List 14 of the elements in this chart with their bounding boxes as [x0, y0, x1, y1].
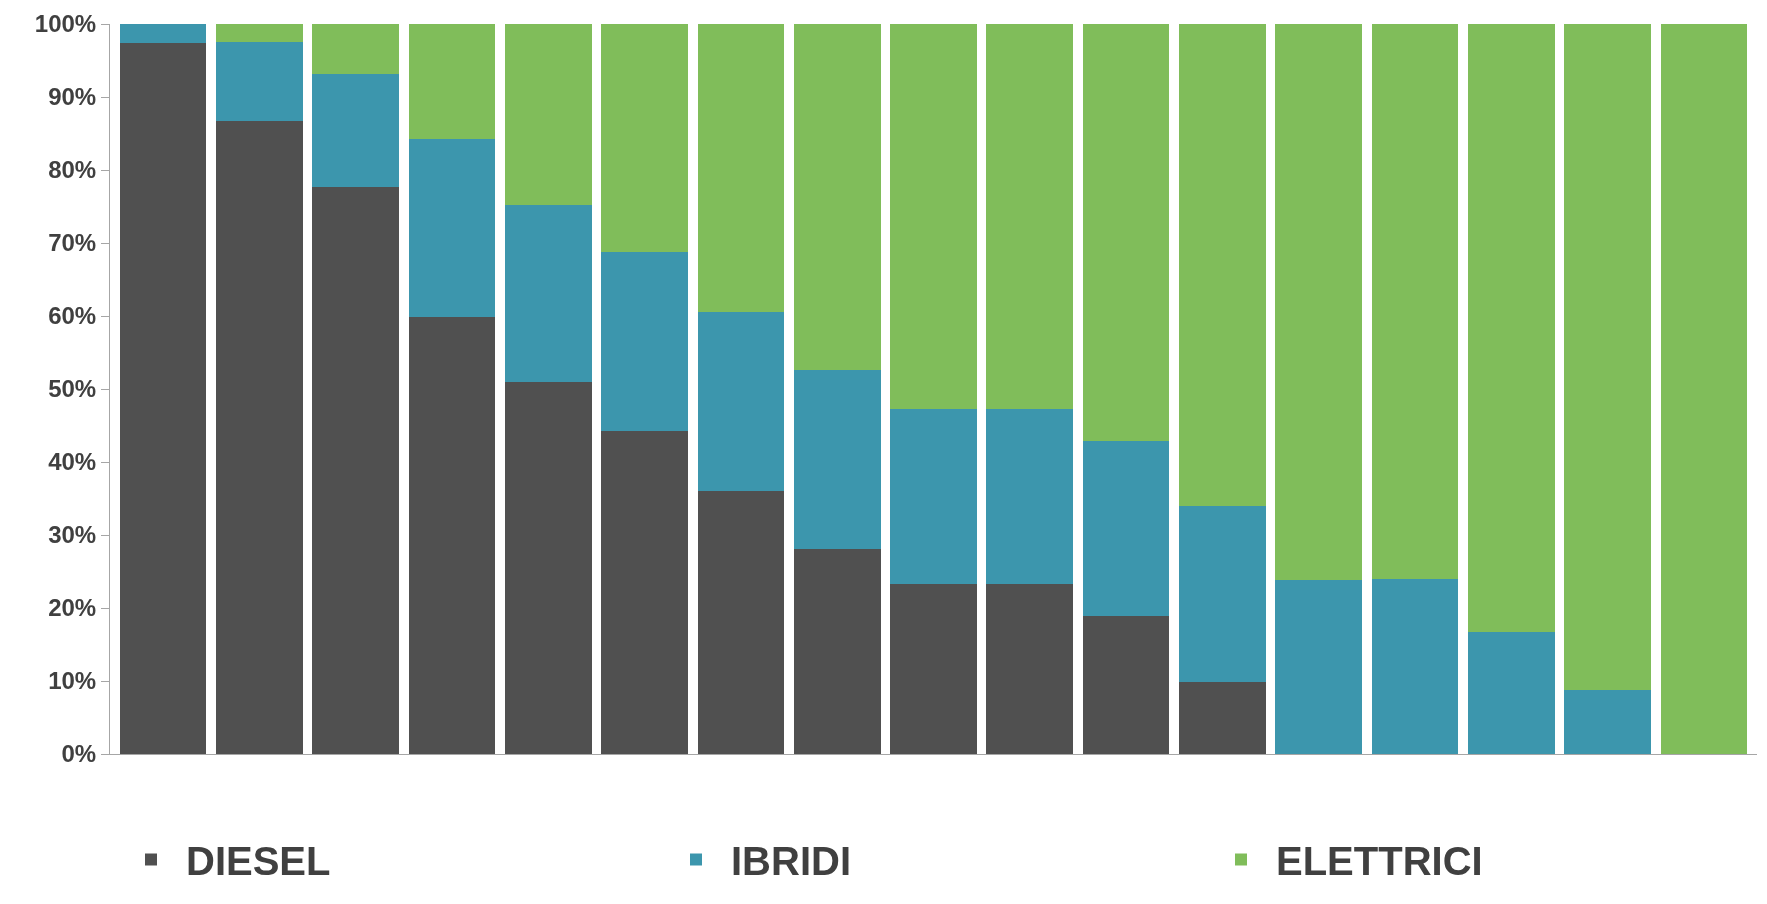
- legend-label: ELETTRICI: [1276, 839, 1483, 884]
- y-tick-label: 70%: [48, 229, 97, 257]
- y-tick-label: 40%: [48, 448, 97, 476]
- y-tick-label: 10%: [48, 667, 97, 695]
- y-tick-label: 100%: [34, 10, 97, 38]
- y-tick-label: 20%: [48, 594, 97, 622]
- legend-label: IBRIDI: [731, 839, 851, 884]
- y-tick-label: 50%: [48, 375, 97, 403]
- y-tick-label: 30%: [48, 521, 97, 549]
- y-tick-label: 0%: [61, 740, 97, 768]
- y-tick-label: 80%: [48, 156, 97, 184]
- legend-label: DIESEL: [186, 839, 331, 884]
- y-tick-label: 60%: [48, 302, 97, 330]
- y-tick-label: 90%: [48, 83, 97, 111]
